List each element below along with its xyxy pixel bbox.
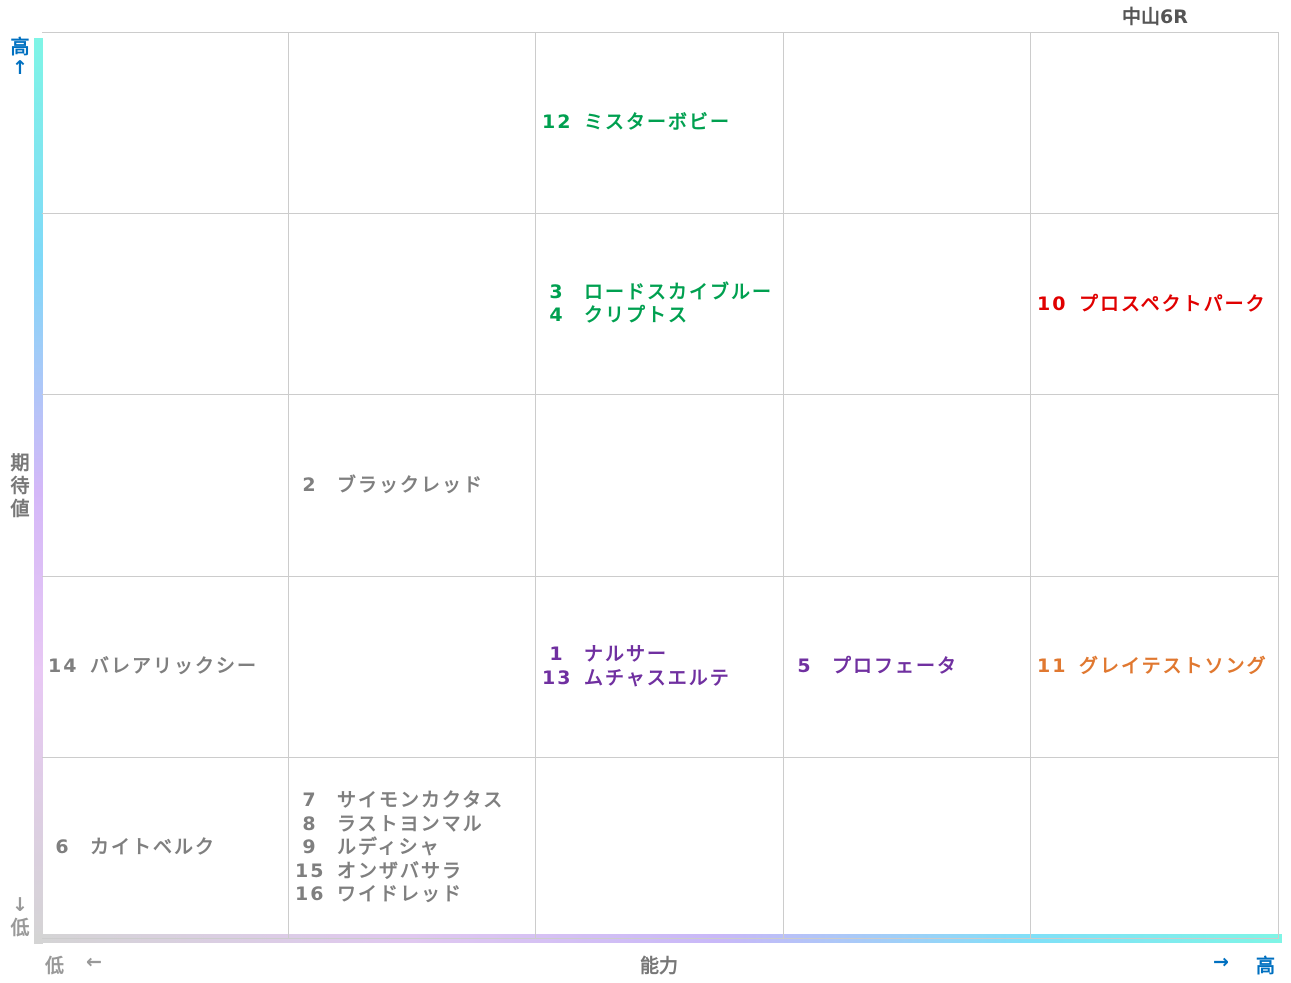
horse-number: 14 xyxy=(48,654,79,677)
horse-number: 6 xyxy=(55,836,71,859)
horse-name: プロフェータ xyxy=(832,654,959,677)
grid-cell-r4-c4: 5 プロフェータ xyxy=(784,576,1031,758)
grid-cell-r5-c2: 7 サイモンカクタス 8 ラストヨンマル 9 ルディシャ 15 オンザバサラ 16 ワイドレッド xyxy=(289,757,536,939)
horse-name: オンザバサラ xyxy=(337,859,464,882)
grid-cell-r3-c4 xyxy=(784,395,1031,577)
horse-name: サイモンカクタス xyxy=(337,789,505,812)
horse-entry: 9 ルディシャ xyxy=(295,836,535,860)
grid-cell-r1-c4 xyxy=(784,33,1031,215)
y-axis-high-label: 高 xyxy=(10,36,30,58)
grid-cell-r2-c5: 10 プロスペクトパーク xyxy=(1031,214,1279,396)
horse-name: バレアリックシー xyxy=(90,654,259,677)
horse-entry: 4 クリプトス xyxy=(542,304,783,328)
horse-entry: 8 ラストヨンマル xyxy=(295,813,535,837)
horse-entry: 7 サイモンカクタス xyxy=(295,789,535,813)
left-arrow-icon: ← xyxy=(86,951,102,973)
grid-cell-r1-c5 xyxy=(1031,33,1279,215)
down-arrow-icon: ↓ xyxy=(12,894,28,916)
grid-cell-r3-c2: 2 ブラックレッド xyxy=(289,395,536,577)
horse-number: 16 xyxy=(295,883,326,906)
grid-cell-r4-c2 xyxy=(289,576,536,758)
horse-entry: 5 プロフェータ xyxy=(790,655,1030,679)
horse-number: 3 xyxy=(549,280,565,303)
grid-cell-r5-c5 xyxy=(1031,758,1279,939)
horse-name: ブラックレッド xyxy=(337,473,485,496)
horse-number: 13 xyxy=(542,666,573,689)
horse-entry: 10 プロスペクトパーク xyxy=(1037,293,1279,317)
horse-entry: 13 ムチャスエルテ xyxy=(542,667,783,691)
horse-name: ムチャスエルテ xyxy=(584,666,731,689)
horse-name: グレイテストソング xyxy=(1079,654,1268,677)
grid-cell-r2-c3: 3 ロードスカイブルー 4 クリプトス xyxy=(536,214,784,396)
x-axis-high-label: 高 xyxy=(1256,955,1276,977)
horse-entry: 12 ミスターボビー xyxy=(542,111,783,135)
y-axis-title: 期待値 xyxy=(10,452,30,520)
horse-entry: 6 カイトベルク xyxy=(48,836,288,860)
grid-cell-r4-c3: 1 ナルサー 13 ムチャスエルテ xyxy=(536,576,784,758)
horse-name: ラストヨンマル xyxy=(337,812,484,835)
horse-entry: 14 バレアリックシー xyxy=(48,655,288,679)
grid-cell-r1-c3: 12 ミスターボビー xyxy=(536,33,784,215)
horse-name: ワイドレッド xyxy=(337,883,464,906)
grid-cell-r4-c5: 11 グレイテストソング xyxy=(1031,577,1279,758)
horse-name: ルディシャ xyxy=(337,836,441,859)
horse-number: 2 xyxy=(302,473,318,496)
horse-number: 15 xyxy=(295,859,326,882)
x-axis-title: 能力 xyxy=(640,955,679,977)
horse-entry: 1 ナルサー xyxy=(542,643,783,667)
horse-number: 5 xyxy=(797,654,813,677)
horse-number: 4 xyxy=(549,304,565,327)
grid-cell-r2-c1 xyxy=(42,214,289,396)
grid-cell-r5-c3 xyxy=(536,757,784,939)
quadrant-grid: 12 ミスターボビー 3 ロードスカイブルー 4 クリプトス 10 プロスペクトパーク 2 ブラッ… xyxy=(42,32,1279,939)
up-arrow-icon: ↑ xyxy=(12,57,28,79)
horse-number: 7 xyxy=(302,789,318,812)
grid-cell-r3-c5 xyxy=(1031,395,1279,577)
grid-cell-r5-c1: 6 カイトベルク xyxy=(42,757,289,939)
horse-name: クリプトス xyxy=(584,304,690,327)
grid-cell-r3-c3 xyxy=(536,395,784,577)
horse-entry: 15 オンザバサラ xyxy=(295,860,535,884)
horse-name: カイトベルク xyxy=(90,836,217,859)
horse-entry: 11 グレイテストソング xyxy=(1037,655,1279,679)
horse-name: ナルサー xyxy=(584,643,669,666)
right-arrow-icon: → xyxy=(1213,951,1229,973)
horse-number: 11 xyxy=(1037,654,1068,677)
x-axis-low-label: 低 xyxy=(45,955,65,977)
horse-name: ロードスカイブルー xyxy=(584,280,774,303)
grid-cell-r2-c2 xyxy=(289,214,536,396)
horse-number: 9 xyxy=(302,836,318,859)
horse-name: プロスペクトパーク xyxy=(1079,292,1267,315)
horse-number: 8 xyxy=(302,812,318,835)
horse-number: 10 xyxy=(1037,292,1068,315)
horse-number: 12 xyxy=(542,111,573,134)
horse-number: 1 xyxy=(549,643,565,666)
grid-cell-r3-c1 xyxy=(42,395,289,577)
grid-cell-r5-c4 xyxy=(784,757,1031,939)
grid-cell-r4-c1: 14 バレアリックシー xyxy=(42,576,289,758)
horse-name: ミスターボビー xyxy=(584,111,732,134)
y-axis-low-label: 低 xyxy=(10,917,30,939)
horse-entry: 16 ワイドレッド xyxy=(295,883,535,907)
grid-cell-r2-c4 xyxy=(784,214,1031,396)
horse-entry: 2 ブラックレッド xyxy=(295,474,535,498)
grid-cell-r1-c2 xyxy=(289,33,536,215)
horse-entry: 3 ロードスカイブルー xyxy=(542,281,783,305)
grid-cell-r1-c1 xyxy=(42,33,289,215)
y-axis-bar xyxy=(34,38,43,944)
chart-title: 中山6R xyxy=(1122,6,1188,28)
